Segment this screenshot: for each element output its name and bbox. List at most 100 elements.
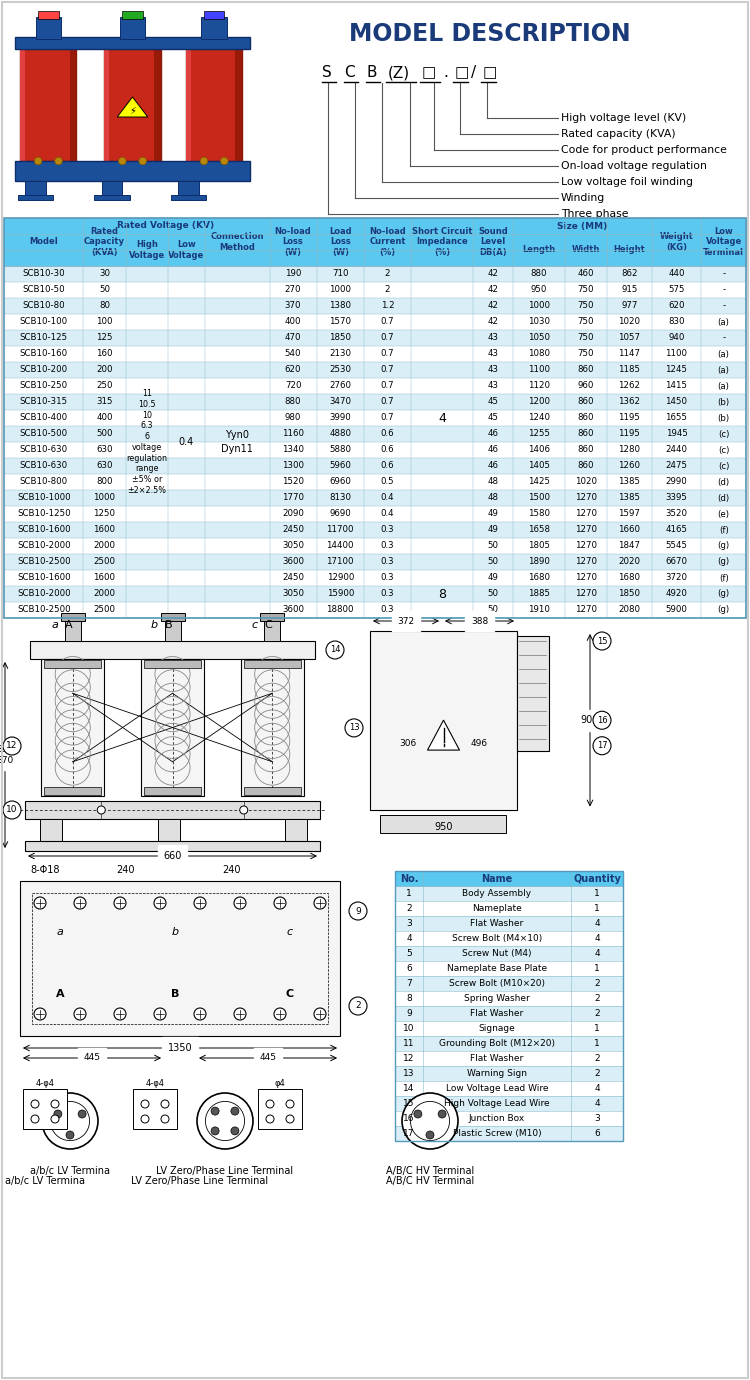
Circle shape: [194, 1007, 206, 1020]
Bar: [4, 506, 746, 522]
Text: 440: 440: [668, 269, 685, 279]
Text: 1805: 1805: [528, 541, 550, 551]
Circle shape: [426, 1132, 434, 1138]
Text: 5: 5: [406, 949, 412, 958]
Bar: [201, 17, 226, 39]
Text: 1910: 1910: [528, 606, 550, 614]
Bar: [25, 800, 320, 818]
Text: 950: 950: [530, 286, 547, 294]
Bar: [4, 458, 746, 473]
Text: (c): (c): [718, 461, 729, 471]
Text: 4-φ4: 4-φ4: [146, 1079, 164, 1087]
Text: Signage: Signage: [478, 1024, 515, 1034]
Text: 1100: 1100: [665, 349, 688, 359]
Text: 3: 3: [594, 1114, 600, 1123]
Text: 4: 4: [438, 411, 446, 425]
Bar: [395, 1036, 623, 1052]
Bar: [395, 947, 623, 960]
Text: c: c: [287, 927, 293, 937]
Text: High Voltage Lead Wire: High Voltage Lead Wire: [444, 1098, 550, 1108]
Text: 5545: 5545: [665, 541, 688, 551]
Text: SCB10-400: SCB10-400: [20, 414, 68, 422]
Circle shape: [286, 1100, 294, 1108]
Text: 1100: 1100: [528, 366, 550, 374]
Circle shape: [593, 737, 611, 755]
Bar: [4, 410, 746, 426]
Bar: [61, 613, 85, 621]
Text: 880: 880: [285, 397, 302, 407]
Text: (b): (b): [718, 414, 730, 422]
Text: Low voltage foil winding: Low voltage foil winding: [561, 177, 693, 188]
Circle shape: [34, 897, 46, 909]
Text: SCB10-630: SCB10-630: [20, 461, 68, 471]
Text: (d): (d): [718, 477, 730, 487]
Bar: [4, 522, 746, 538]
Text: 1405: 1405: [528, 461, 550, 471]
Text: 890
870: 890 870: [0, 745, 13, 765]
Bar: [244, 660, 301, 668]
Text: 1195: 1195: [619, 429, 640, 439]
Bar: [4, 346, 746, 362]
Text: 1847: 1847: [618, 541, 640, 551]
Text: 42: 42: [488, 301, 499, 310]
Text: 15900: 15900: [326, 589, 354, 599]
Text: (a): (a): [718, 317, 730, 327]
Text: 11700: 11700: [326, 526, 354, 534]
Bar: [395, 916, 623, 932]
Text: 46: 46: [488, 461, 499, 471]
Circle shape: [34, 1007, 46, 1020]
Bar: [94, 195, 130, 200]
Text: 46: 46: [488, 446, 499, 454]
Circle shape: [141, 1100, 149, 1108]
Text: 915: 915: [621, 286, 638, 294]
Circle shape: [161, 1115, 169, 1123]
Bar: [395, 991, 623, 1006]
Text: C: C: [344, 65, 355, 80]
Text: 6: 6: [594, 1129, 600, 1138]
Text: (g): (g): [718, 589, 730, 599]
Text: Plastic Screw (M10): Plastic Screw (M10): [453, 1129, 542, 1138]
Text: 125: 125: [96, 334, 112, 342]
Text: (b): (b): [718, 397, 730, 407]
Text: 1120: 1120: [528, 381, 550, 391]
Bar: [44, 660, 101, 668]
Circle shape: [34, 157, 42, 164]
Text: 50: 50: [99, 286, 110, 294]
Text: 660: 660: [164, 851, 182, 861]
Bar: [4, 218, 746, 618]
Text: Flat Washer: Flat Washer: [470, 1054, 524, 1063]
Text: 8: 8: [438, 588, 446, 600]
Text: 1270: 1270: [575, 494, 597, 502]
Text: 0.7: 0.7: [380, 381, 394, 391]
Text: SCB10-1250: SCB10-1250: [17, 509, 70, 519]
Text: 15: 15: [597, 636, 608, 646]
Bar: [186, 50, 190, 161]
Text: 1050: 1050: [528, 334, 550, 342]
Text: 2500: 2500: [94, 558, 116, 567]
Bar: [15, 37, 250, 50]
Bar: [395, 1052, 623, 1065]
Circle shape: [51, 1115, 59, 1123]
Text: 0.7: 0.7: [380, 414, 394, 422]
Text: Model: Model: [29, 237, 58, 247]
Text: SCB10-630: SCB10-630: [20, 446, 68, 454]
Text: 1195: 1195: [619, 414, 640, 422]
Circle shape: [78, 1110, 86, 1118]
Text: 3: 3: [406, 919, 412, 927]
Text: 2: 2: [594, 1054, 600, 1063]
Text: LV Zero/Phase Line Terminal: LV Zero/Phase Line Terminal: [131, 1176, 268, 1185]
Bar: [380, 814, 506, 832]
Text: 1385: 1385: [618, 494, 640, 502]
Text: 2: 2: [594, 994, 600, 1003]
Bar: [260, 613, 284, 621]
Circle shape: [274, 897, 286, 909]
Text: 1: 1: [594, 965, 600, 973]
Text: 2: 2: [594, 1009, 600, 1018]
Text: 2450: 2450: [282, 526, 304, 534]
Text: 500: 500: [96, 429, 112, 439]
Text: SCB10-1000: SCB10-1000: [17, 494, 70, 502]
Bar: [395, 1065, 623, 1081]
Text: 1: 1: [594, 889, 600, 898]
Bar: [30, 640, 315, 660]
Text: Size (MM): Size (MM): [557, 222, 608, 230]
